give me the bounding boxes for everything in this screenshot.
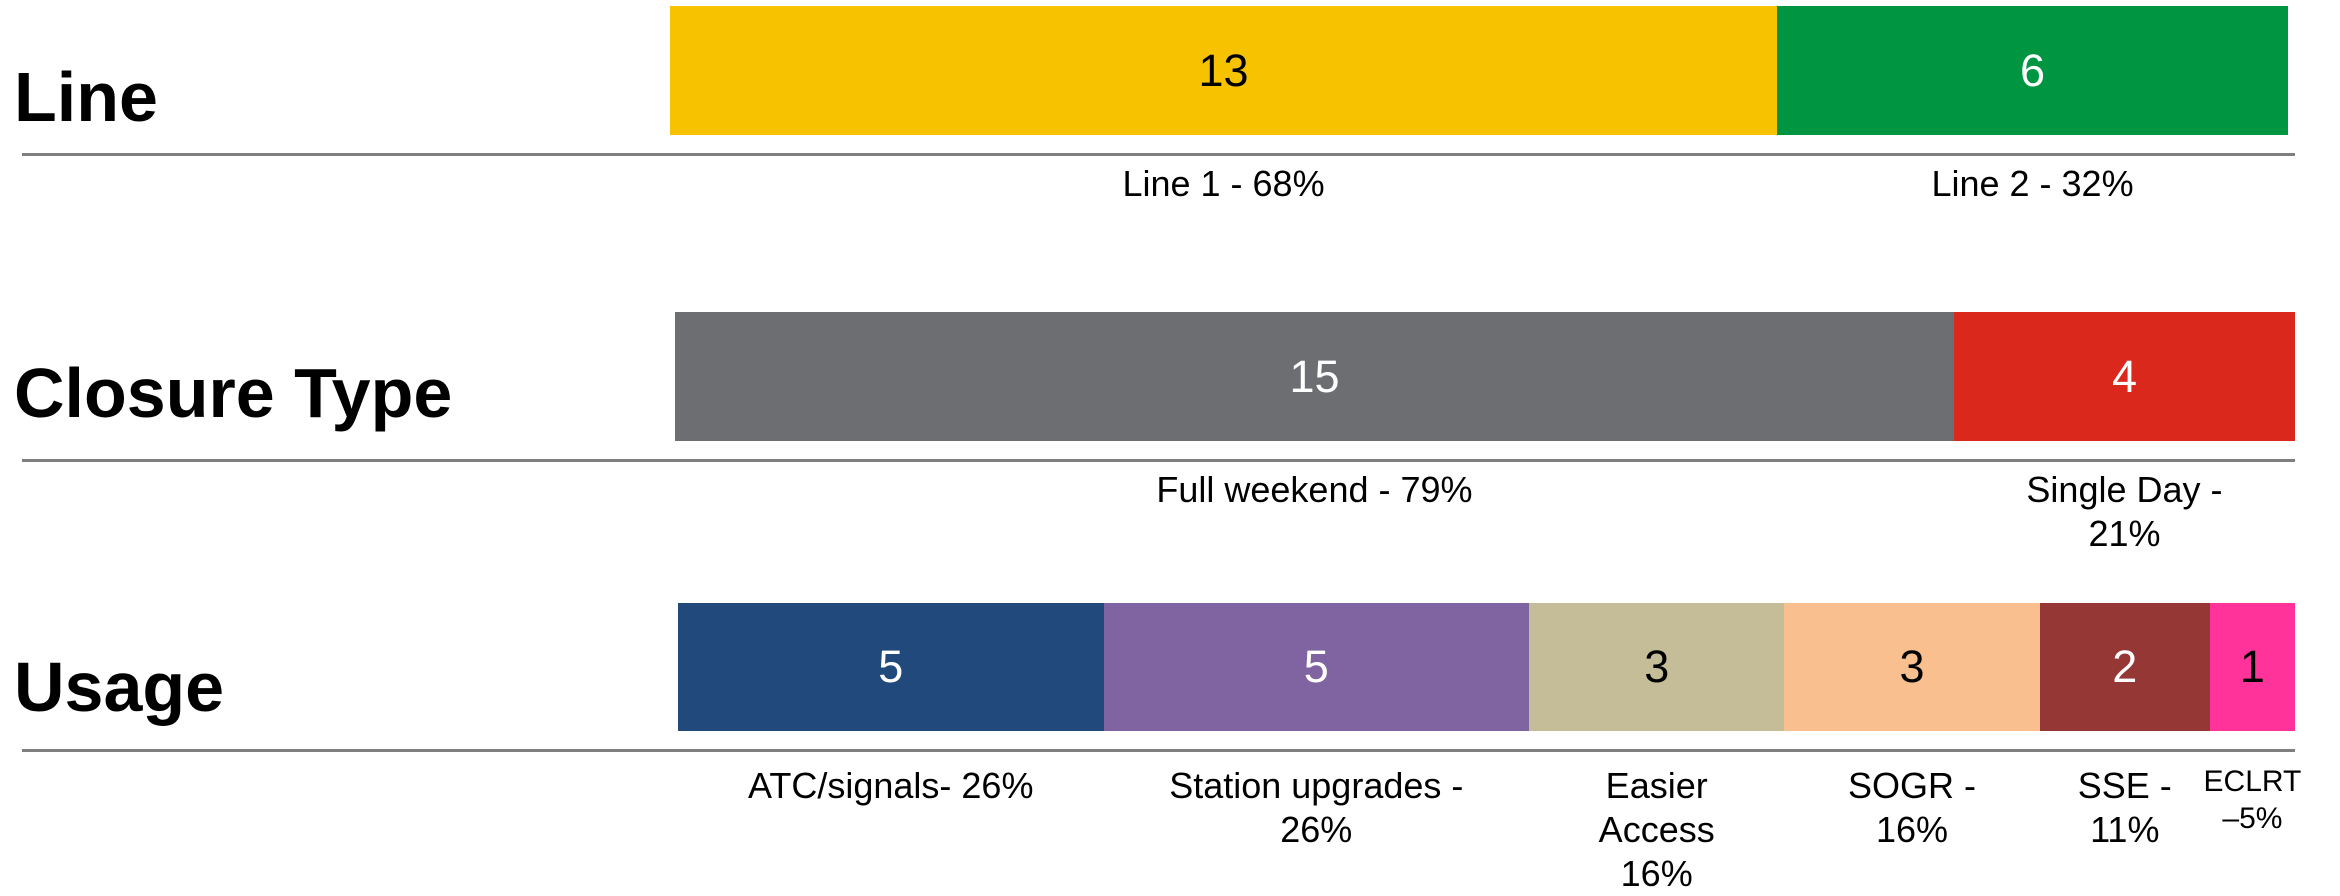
data-label: 13 xyxy=(1198,44,1249,96)
bar-segment: 4 xyxy=(1953,312,2295,441)
segment-label: Line 1 - 68% xyxy=(1122,163,1325,204)
data-label: 1 xyxy=(2239,641,2265,692)
segment-label: ATC/signals- 26% xyxy=(748,765,1034,806)
segment-label: ECLRT –5% xyxy=(2203,765,2302,835)
segment-label: SSE - 11% xyxy=(2077,765,2172,850)
divider xyxy=(22,749,2295,752)
divider xyxy=(22,459,2295,462)
data-label: 3 xyxy=(1644,641,1670,692)
data-label: 5 xyxy=(878,641,904,692)
bar-segment: 13 xyxy=(670,6,1778,135)
divider xyxy=(22,153,2295,156)
bar-segment: 5 xyxy=(1103,603,1530,731)
bar-segment: 3 xyxy=(1529,603,1785,731)
data-label: 3 xyxy=(1899,641,1925,692)
data-label: 15 xyxy=(1289,350,1340,402)
row-title: Closure Type xyxy=(14,354,453,432)
segment-label: SOGR - 16% xyxy=(1848,765,1977,850)
data-label: 4 xyxy=(2111,350,2137,402)
segment-label: Station upgrades - 26% xyxy=(1169,765,1464,850)
segment-label: Single Day - 21% xyxy=(2026,469,2223,554)
segment-label: Easier Access 16% xyxy=(1598,765,1715,894)
segment-label: Line 2 - 32% xyxy=(1931,163,2134,204)
data-label: 5 xyxy=(1303,641,1329,692)
bar-segment: 3 xyxy=(1784,603,2040,731)
bar-segment: 5 xyxy=(678,603,1104,731)
bar-segment: 2 xyxy=(2039,603,2210,731)
bar-segment: 6 xyxy=(1777,6,2288,135)
data-label: 6 xyxy=(2020,44,2046,96)
data-label: 2 xyxy=(2112,641,2138,692)
bar-segment: 15 xyxy=(675,312,1954,441)
row-title: Line xyxy=(14,58,158,136)
row-title: Usage xyxy=(14,648,225,726)
bar-segment: 1 xyxy=(2209,603,2295,731)
segment-label: Full weekend - 79% xyxy=(1156,469,1473,510)
